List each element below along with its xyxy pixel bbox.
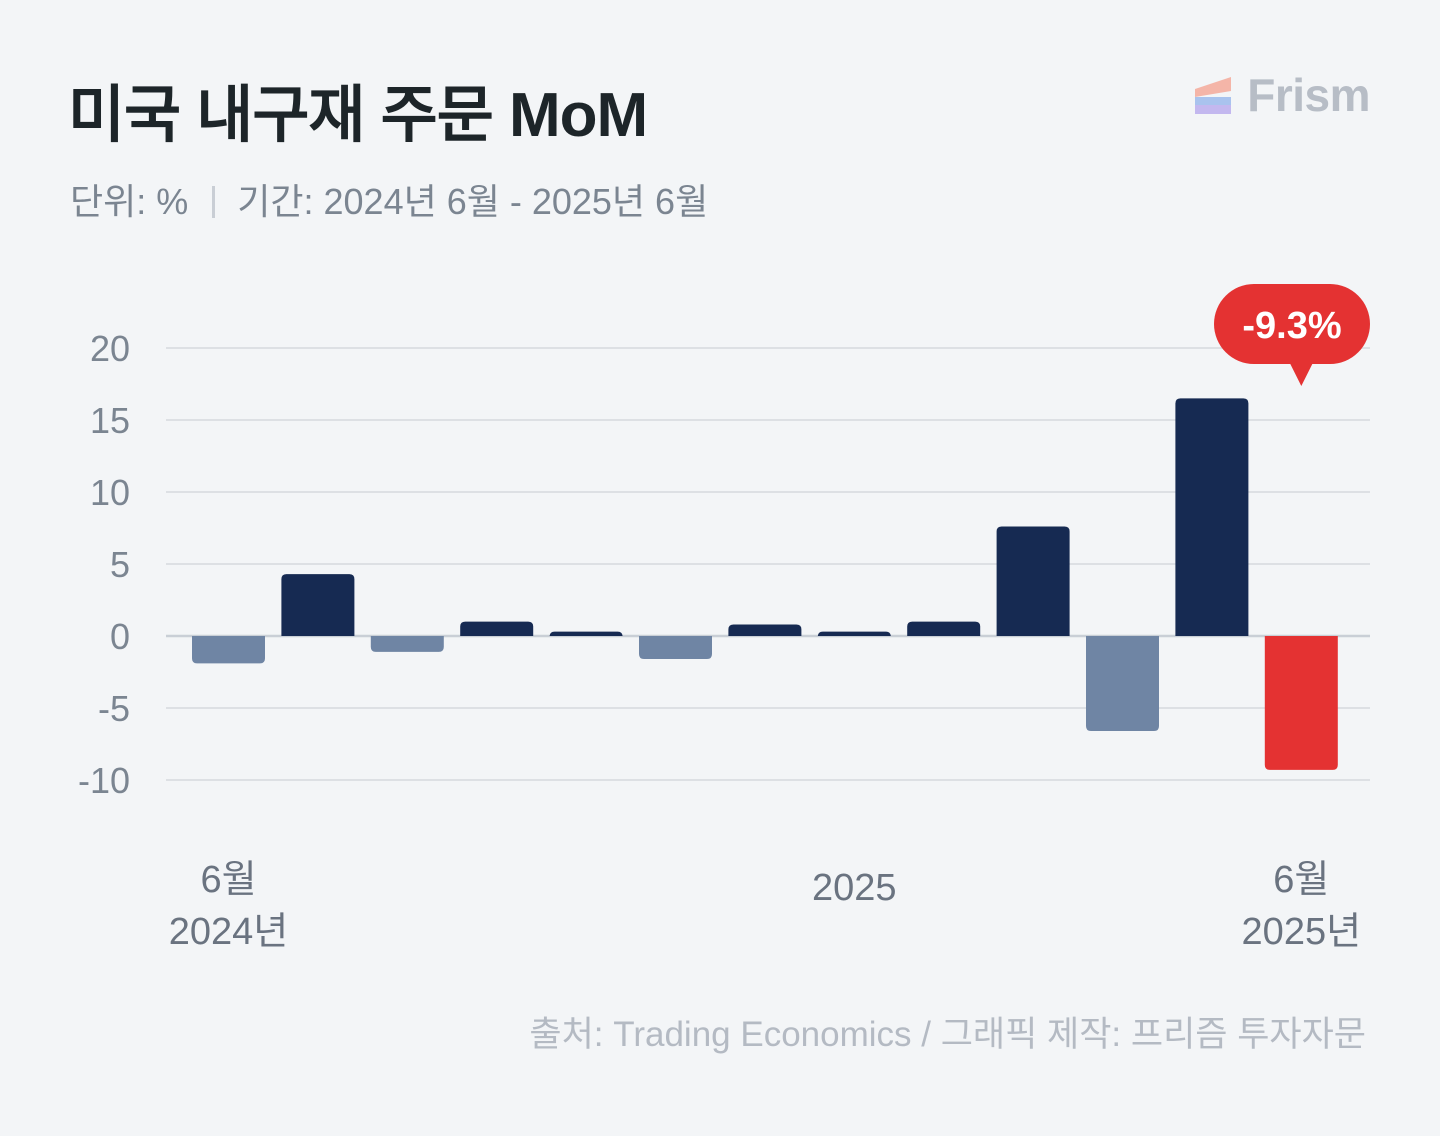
bar bbox=[907, 621, 981, 636]
y-tick-label: 15 bbox=[90, 400, 130, 441]
x-tick-label: 2025 bbox=[812, 867, 897, 909]
bar-highlight bbox=[1264, 636, 1338, 770]
callout-bubble bbox=[1214, 284, 1370, 364]
x-tick-label: 6월 bbox=[1273, 859, 1329, 901]
bar bbox=[192, 636, 265, 664]
x-tick-label: 6월 bbox=[200, 859, 256, 901]
logo-text: Frism bbox=[1247, 69, 1370, 121]
callout-label: -9.3% bbox=[1242, 305, 1341, 347]
bar-chart: 20 15 10 5 0 -5 -10 6월 2024년 2025 6월 2025년 -9.3% bbox=[78, 284, 1370, 953]
callout-pointer bbox=[1289, 362, 1314, 386]
period-label: 기간: 2024년 6월 - 2025년 6월 bbox=[237, 181, 709, 222]
subtitle-divider bbox=[212, 186, 216, 218]
chart-title: 미국 내구재 주문 MoM bbox=[68, 81, 648, 150]
bar bbox=[728, 624, 802, 636]
bar bbox=[996, 526, 1070, 636]
bar bbox=[370, 636, 444, 652]
y-tick-label: -5 bbox=[98, 688, 130, 729]
bar bbox=[281, 574, 355, 636]
y-tick-label: 10 bbox=[90, 472, 130, 513]
y-tick-label: -10 bbox=[78, 760, 130, 801]
bar bbox=[1175, 398, 1249, 636]
bar bbox=[817, 631, 891, 637]
y-tick-label: 20 bbox=[90, 328, 130, 369]
x-tick-label: 2025년 bbox=[1242, 911, 1362, 953]
bar bbox=[460, 621, 534, 636]
bar bbox=[1086, 636, 1159, 732]
x-tick-label: 2024년 bbox=[169, 911, 289, 953]
y-tick-label: 5 bbox=[110, 544, 130, 585]
y-tick-label: 0 bbox=[110, 616, 130, 657]
frism-logo-icon bbox=[1195, 77, 1232, 114]
bar bbox=[639, 636, 712, 660]
unit-label: 단위: % bbox=[70, 181, 189, 222]
bar bbox=[549, 631, 623, 637]
chart-subtitle: 단위: % 기간: 2024년 6월 - 2025년 6월 bbox=[70, 180, 708, 224]
source-note: 출처: Trading Economics / 그래픽 제작: 프리즘 투자자문 bbox=[529, 1015, 1366, 1054]
frism-logo: Frism bbox=[1193, 68, 1370, 122]
